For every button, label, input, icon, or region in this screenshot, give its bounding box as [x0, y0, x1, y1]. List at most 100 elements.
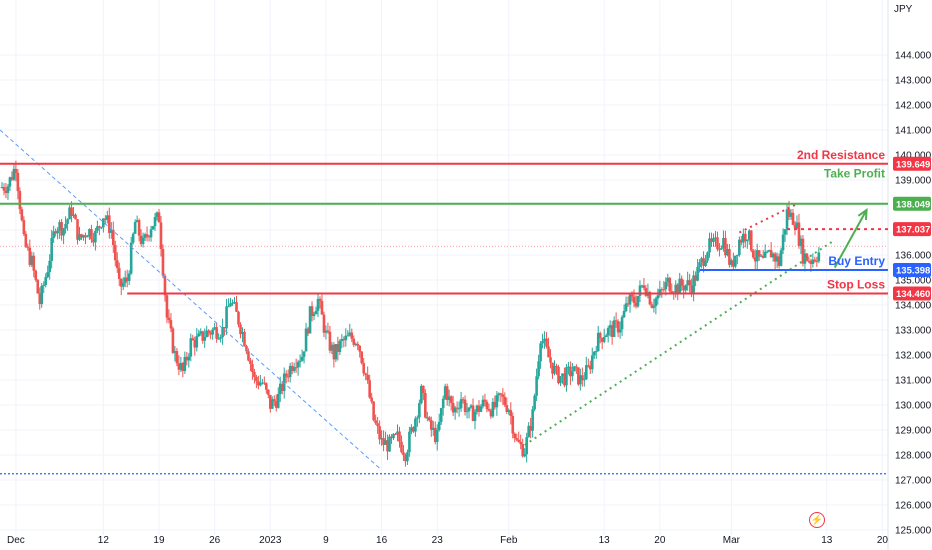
candle-body — [121, 282, 125, 287]
candle-body — [559, 376, 562, 384]
candle-body — [364, 373, 367, 375]
candle-body — [541, 341, 544, 344]
candle-body — [437, 421, 441, 430]
candle-body — [809, 260, 813, 265]
candle-body — [384, 440, 387, 445]
candle-body — [257, 381, 260, 386]
candle-body — [98, 226, 101, 228]
candle-body — [656, 295, 660, 299]
candle-body — [181, 363, 185, 372]
candle-body — [129, 242, 133, 274]
price-badge — [893, 263, 931, 278]
candles-layer — [0, 160, 821, 467]
candle-body — [769, 250, 773, 258]
candle-body — [801, 238, 805, 264]
lines-layer — [0, 129, 888, 475]
candle-body — [652, 306, 656, 308]
candle-body — [380, 438, 383, 440]
candle-body — [537, 361, 540, 377]
time-tick-label: 20 — [654, 535, 666, 546]
candle-body — [131, 233, 135, 243]
candle-body — [638, 285, 642, 296]
candle-body — [58, 222, 61, 231]
currency-label: JPY — [894, 4, 913, 15]
candle-body — [730, 260, 733, 265]
price-tick-label: 129.000 — [895, 426, 932, 437]
candle-body — [406, 452, 409, 462]
candle-body — [553, 365, 556, 374]
candle-body — [753, 257, 757, 262]
candle-body — [187, 356, 191, 361]
candle-body — [626, 303, 630, 305]
arrow-head — [857, 207, 868, 221]
candle-body — [382, 438, 385, 445]
candle-body — [505, 405, 509, 412]
candle-body — [789, 212, 793, 217]
candle-body — [392, 433, 395, 439]
lightning-bolt-icon[interactable]: ⚡ — [809, 512, 825, 528]
candle-body — [203, 337, 207, 341]
candle-body — [592, 351, 596, 356]
candle-body — [404, 455, 407, 462]
candle-body — [813, 259, 817, 262]
candle-body — [451, 402, 455, 413]
candle-body — [14, 168, 18, 173]
candle-body — [340, 338, 344, 342]
candle-body — [90, 229, 93, 240]
candle-body — [740, 239, 743, 243]
candle-body — [519, 441, 523, 445]
candle-body — [272, 399, 276, 402]
time-tick-label: 2023 — [259, 535, 282, 546]
candle-body — [201, 331, 205, 341]
candle-body — [529, 425, 532, 431]
candle-body — [402, 452, 405, 456]
candle-body — [109, 230, 113, 233]
price-tick-label: 130.000 — [895, 401, 932, 412]
candle-body — [700, 258, 703, 263]
candle-body — [678, 278, 682, 294]
candle-body — [742, 233, 745, 243]
candle-body — [435, 429, 439, 443]
candle-body — [249, 360, 252, 365]
candle-body — [137, 220, 141, 236]
candle-body — [386, 440, 389, 452]
time-axis[interactable]: Dec 12 19 26 2023 9 16 23 Feb 13 20 Mar 13 20 — [7, 535, 888, 546]
candle-body — [410, 427, 413, 432]
candle-body — [779, 250, 783, 266]
candle-body — [523, 454, 526, 457]
candle-body — [183, 356, 187, 372]
candle-body — [213, 327, 216, 330]
candle-body — [420, 385, 423, 404]
candle-body — [793, 224, 797, 229]
candle-body — [147, 236, 151, 238]
candle-body — [42, 285, 46, 287]
candle-body — [322, 314, 326, 333]
candle-body — [56, 230, 59, 234]
candle-body — [62, 228, 65, 236]
candle-body — [324, 330, 328, 333]
candle-body — [18, 191, 22, 210]
candle-body — [54, 231, 57, 234]
candle-body — [511, 416, 515, 434]
candle-body — [563, 373, 566, 386]
candle-body — [334, 344, 338, 360]
time-tick-label: 26 — [209, 535, 221, 546]
candle-body — [757, 250, 761, 257]
candle-body — [720, 248, 723, 250]
candle-body — [48, 260, 51, 273]
candle-body — [356, 343, 360, 346]
price-axis[interactable]: 144.000 143.000 142.000 141.000 140.000 139.0… — [893, 51, 932, 537]
candle-body — [688, 280, 691, 286]
candle-body — [177, 363, 181, 370]
candle-body — [787, 209, 791, 217]
candle-body — [636, 295, 640, 307]
candle-body — [215, 327, 218, 339]
candle-body — [797, 222, 801, 246]
time-tick-label: 13 — [821, 535, 833, 546]
candle-body — [241, 331, 244, 335]
candle-body — [294, 367, 298, 369]
price-tick-label: 132.000 — [895, 351, 932, 362]
candle-body — [74, 214, 77, 220]
candle-body — [261, 382, 264, 384]
